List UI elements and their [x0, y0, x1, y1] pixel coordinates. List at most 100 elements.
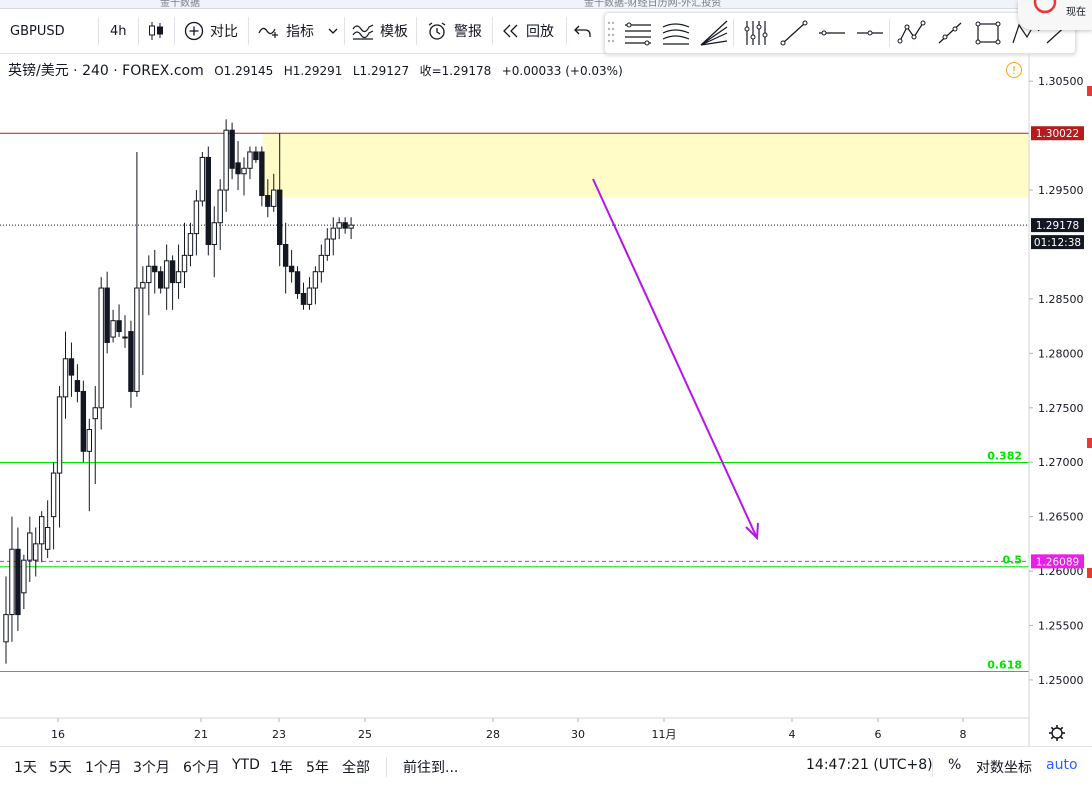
candle[interactable] — [265, 179, 271, 218]
goto-date-button[interactable]: 前往到... — [403, 760, 459, 776]
candle[interactable] — [116, 304, 122, 338]
candle[interactable] — [27, 516, 33, 582]
replay-button[interactable]: 回放 — [502, 9, 554, 53]
candle[interactable] — [110, 309, 116, 343]
clock-readout[interactable]: 14:47:21 (UTC+8) — [806, 757, 933, 773]
candle[interactable] — [56, 386, 63, 528]
candle[interactable] — [318, 244, 325, 283]
alert-button[interactable]: 警报 — [426, 9, 482, 53]
candle[interactable] — [122, 315, 128, 348]
candle[interactable] — [235, 141, 241, 191]
candle[interactable] — [175, 244, 182, 299]
candle[interactable] — [158, 266, 164, 294]
range-button[interactable]: YTD — [232, 757, 260, 773]
candle[interactable] — [9, 516, 15, 642]
candle[interactable] — [163, 244, 170, 310]
undo-button[interactable] — [574, 9, 592, 53]
candle[interactable] — [98, 277, 104, 430]
range-button[interactable]: 全部 — [342, 760, 370, 776]
candle[interactable] — [282, 222, 289, 294]
candle[interactable] — [271, 173, 277, 212]
range-button[interactable]: 3个月 — [133, 760, 170, 776]
candle[interactable] — [104, 271, 110, 354]
candle[interactable] — [181, 222, 188, 289]
range-button[interactable]: 1个月 — [85, 760, 122, 776]
templates-button[interactable]: 模板 — [352, 9, 408, 53]
candle[interactable] — [336, 217, 342, 240]
fib-channel-tool-icon[interactable] — [659, 17, 693, 49]
range-button[interactable]: 5天 — [49, 760, 72, 776]
browser-tab-left[interactable]: 金十数据 — [160, 0, 200, 9]
candle[interactable] — [294, 266, 301, 299]
candle[interactable] — [134, 151, 140, 397]
chart-type-button[interactable] — [148, 9, 164, 53]
horizontal-ray-tool-icon[interactable] — [815, 17, 849, 49]
candle[interactable] — [44, 500, 51, 558]
candle[interactable] — [187, 222, 194, 267]
pattern-tool-icon[interactable] — [895, 17, 929, 49]
chart-settings-icon[interactable] — [1049, 725, 1065, 741]
candle[interactable] — [3, 576, 9, 664]
candle[interactable] — [247, 146, 253, 180]
candle[interactable] — [342, 217, 348, 234]
auto-scale-button[interactable]: auto — [1046, 757, 1078, 773]
candle[interactable] — [259, 146, 265, 207]
candle[interactable] — [211, 206, 217, 278]
candle[interactable] — [33, 527, 39, 577]
candle[interactable] — [62, 331, 69, 419]
candle[interactable] — [217, 179, 223, 250]
brush-tool-icon[interactable] — [933, 17, 967, 49]
supply-zone-rectangle[interactable] — [263, 133, 1029, 198]
candle[interactable] — [277, 133, 283, 267]
candle[interactable] — [68, 342, 75, 397]
candle[interactable] — [80, 380, 87, 463]
range-button[interactable]: 6个月 — [183, 760, 220, 776]
candle[interactable] — [74, 364, 81, 403]
fib-retracement-tool-icon[interactable] — [621, 17, 655, 49]
candle[interactable] — [229, 122, 235, 180]
fib-fan-tool-icon[interactable] — [697, 17, 731, 49]
candle[interactable] — [50, 462, 57, 550]
candle[interactable] — [193, 190, 200, 256]
trend-line-tool-icon[interactable] — [777, 17, 811, 49]
candle[interactable] — [324, 228, 331, 261]
candle[interactable] — [306, 277, 313, 310]
candle[interactable] — [92, 386, 98, 484]
percent-scale-button[interactable]: % — [948, 757, 962, 773]
alarm-widget[interactable]: 现在 — [1018, 0, 1092, 30]
candle[interactable] — [348, 217, 354, 240]
candle[interactable] — [253, 146, 259, 163]
price-chart[interactable]: 1.30500 1.29500 1.28500 1.28000 1.27500 1.270… — [0, 0, 1092, 746]
legend-title[interactable]: 英镑/美元 · 240 · FOREX.com — [8, 63, 204, 79]
vertical-levels-tool-icon[interactable] — [739, 17, 773, 49]
browser-tab-right[interactable]: 金十数据-财经日历网-外汇投资 — [584, 0, 722, 9]
candle[interactable] — [205, 146, 212, 256]
candle[interactable] — [140, 266, 146, 376]
symbol-search-button[interactable]: GBPUSD — [10, 9, 65, 53]
candle[interactable] — [330, 217, 336, 256]
indicators-button[interactable]: 指标 — [258, 9, 314, 53]
candle[interactable] — [152, 249, 158, 294]
rectangle-tool-icon[interactable] — [971, 17, 1005, 49]
horizontal-line-tool-icon[interactable] — [853, 17, 887, 49]
indicators-dropdown-button[interactable] — [328, 9, 338, 53]
candle[interactable] — [169, 255, 176, 310]
data-warning-icon[interactable]: ! — [1006, 62, 1022, 78]
interval-button[interactable]: 4h — [110, 9, 127, 53]
candle[interactable] — [223, 119, 229, 212]
range-button[interactable]: 5年 — [306, 760, 329, 776]
candle[interactable] — [86, 418, 92, 512]
candle[interactable] — [39, 511, 45, 563]
candle[interactable] — [21, 554, 27, 610]
log-scale-button[interactable]: 对数坐标 — [976, 760, 1032, 776]
compare-button[interactable]: 对比 — [184, 9, 238, 53]
forecast-arrow[interactable] — [592, 178, 759, 541]
candle[interactable] — [146, 255, 152, 316]
drag-handle-icon[interactable] — [607, 15, 615, 51]
range-button[interactable]: 1年 — [270, 760, 293, 776]
candle[interactable] — [199, 151, 206, 207]
candle[interactable] — [288, 249, 295, 283]
candle[interactable] — [15, 527, 21, 631]
candle[interactable] — [300, 282, 307, 310]
candle[interactable] — [241, 157, 247, 196]
